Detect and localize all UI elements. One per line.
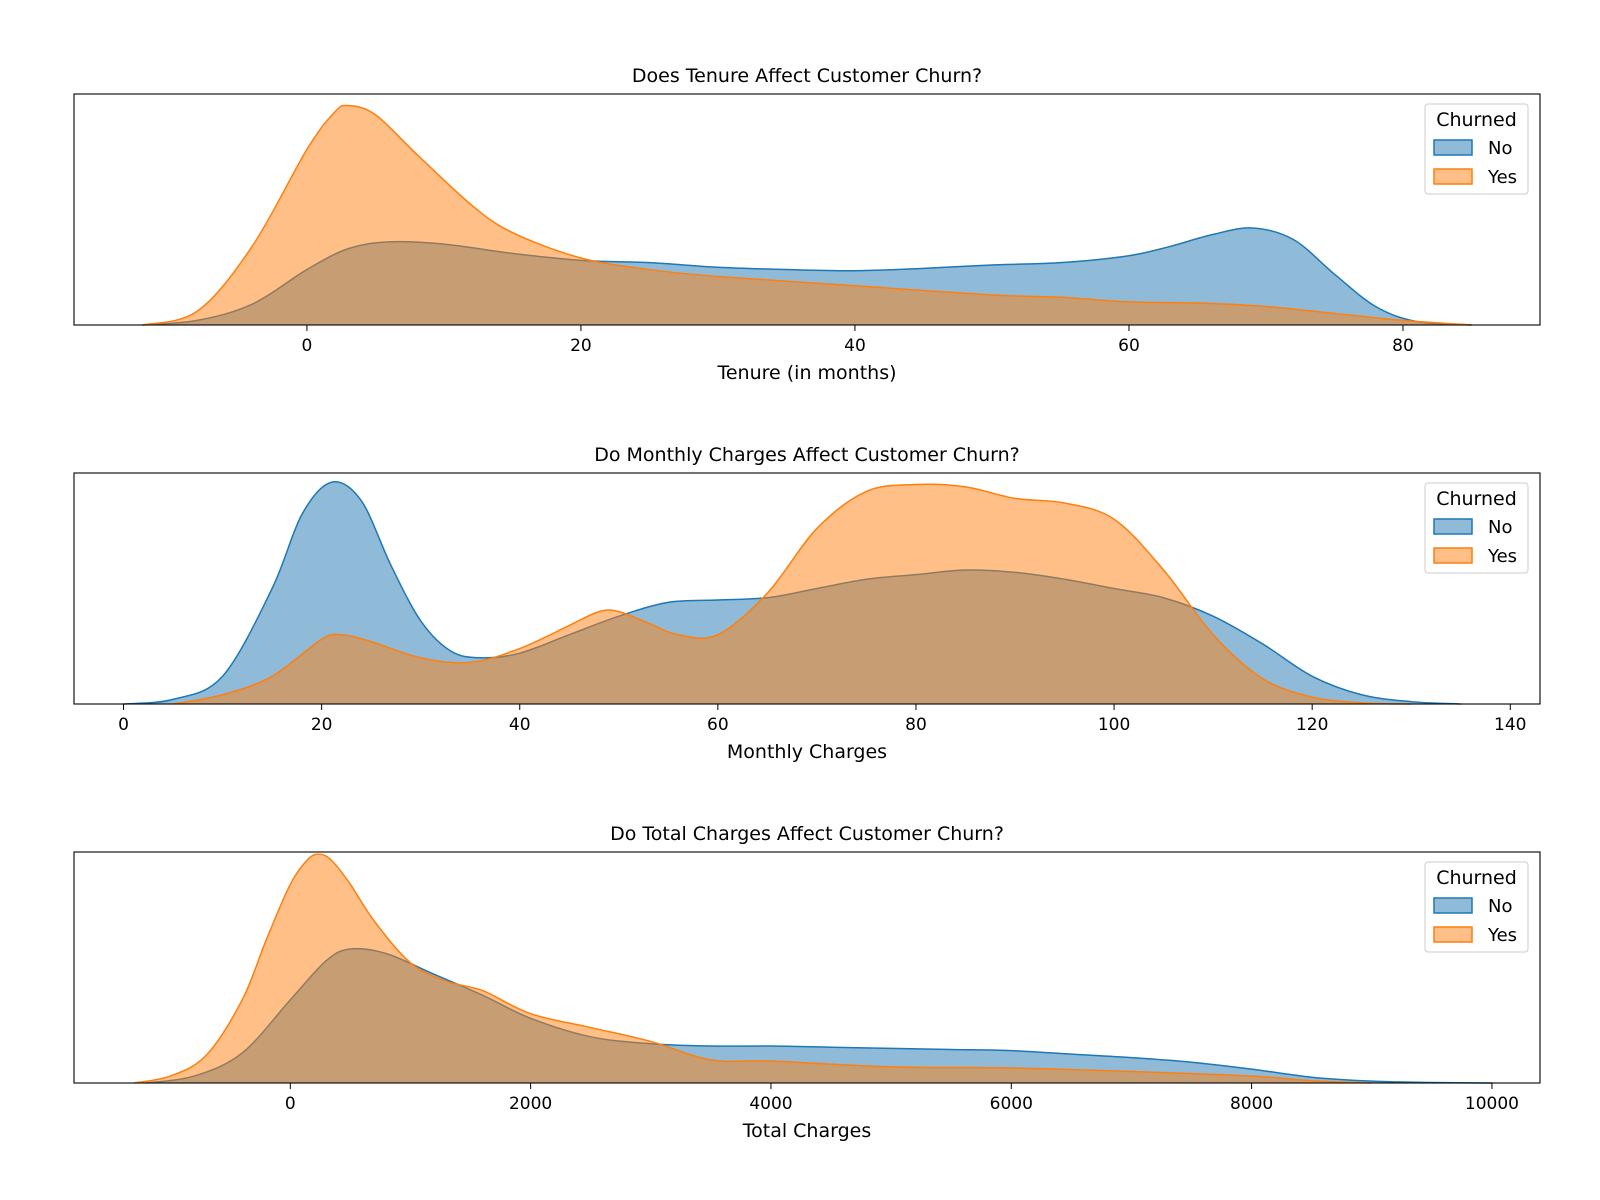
subplot-2: Do Monthly Charges Affect Customer Churn…: [73, 444, 1541, 763]
legend: Churned No Yes: [1424, 103, 1529, 195]
density-area-yes: [134, 854, 1372, 1083]
legend-swatch-yes: [1433, 926, 1473, 943]
legend-title: Churned: [1436, 488, 1517, 510]
x-tick-label: 100: [1098, 715, 1130, 735]
density-line-no: [123, 481, 1461, 705]
x-tick-label: 2000: [509, 1094, 552, 1114]
legend-label-no: No: [1488, 138, 1512, 159]
density-line-yes: [133, 853, 1372, 1084]
density-area-yes: [173, 484, 1412, 704]
x-tick-label: 6000: [990, 1094, 1033, 1114]
x-tick-label: 40: [509, 715, 531, 735]
legend-title: Churned: [1436, 109, 1517, 131]
x-tick-label: 60: [707, 715, 729, 735]
x-axis-label: Total Charges: [742, 1120, 872, 1142]
x-tick-label: 8000: [1230, 1094, 1273, 1114]
x-tick-label: 4000: [749, 1094, 792, 1114]
legend-swatch-yes: [1433, 168, 1473, 185]
legend-swatch-yes: [1433, 547, 1473, 564]
x-tick-label: 20: [311, 715, 333, 735]
density-line-yes: [142, 104, 1472, 326]
x-tick-label: 80: [905, 715, 927, 735]
legend-swatch-no: [1433, 897, 1473, 914]
legend-label-yes: Yes: [1487, 546, 1517, 567]
subplot-title: Do Total Charges Affect Customer Churn?: [610, 823, 1004, 845]
x-tick-label: 140: [1494, 715, 1526, 735]
legend-label-yes: Yes: [1487, 925, 1517, 946]
subplot-title: Does Tenure Affect Customer Churn?: [632, 65, 982, 87]
x-tick-label: 0: [118, 715, 129, 735]
legend-title: Churned: [1436, 867, 1517, 889]
subplot-title: Do Monthly Charges Affect Customer Churn…: [594, 444, 1020, 466]
legend-label-no: No: [1488, 517, 1512, 538]
legend-label-no: No: [1488, 896, 1512, 917]
x-axis-label: Monthly Charges: [727, 741, 887, 763]
axes-frame: [73, 851, 1541, 1084]
x-tick-label: 120: [1296, 715, 1328, 735]
subplot-1: Does Tenure Affect Customer Churn? 0 20 40 6…: [73, 65, 1541, 384]
axes-frame: [73, 472, 1541, 705]
legend: Churned No Yes: [1424, 861, 1529, 953]
x-axis-label: Tenure (in months): [716, 362, 896, 384]
subplot-3: Do Total Charges Affect Customer Churn? 0…: [73, 823, 1541, 1142]
x-tick-label: 40: [844, 336, 866, 356]
density-line-yes: [172, 483, 1412, 705]
legend-swatch-no: [1433, 139, 1473, 156]
x-tick-label: 0: [302, 336, 313, 356]
x-tick-label: 10000: [1465, 1094, 1519, 1114]
density-area-yes: [142, 105, 1472, 326]
legend-label-yes: Yes: [1487, 167, 1517, 188]
legend-swatch-no: [1433, 518, 1473, 535]
x-tick-label: 80: [1392, 336, 1414, 356]
x-tick-label: 0: [285, 1094, 296, 1114]
x-tick-label: 20: [570, 336, 592, 356]
axes-frame: [73, 93, 1541, 326]
legend: Churned No Yes: [1424, 482, 1529, 574]
x-tick-label: 60: [1118, 336, 1140, 356]
